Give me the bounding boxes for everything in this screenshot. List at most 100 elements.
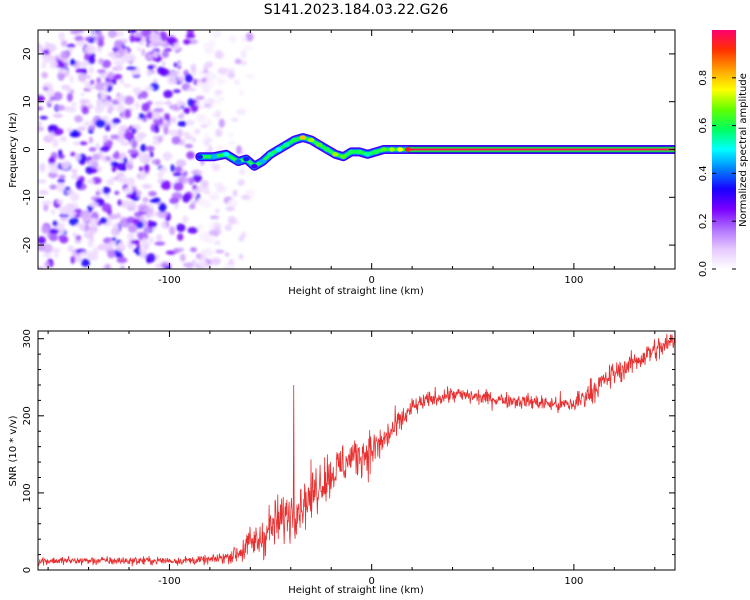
noise-blob [85, 226, 92, 231]
x-tick-label: 0 [368, 275, 374, 286]
noise-blob [38, 190, 49, 195]
noise-blob [127, 149, 139, 155]
noise-blob [136, 46, 141, 52]
noise-blob [81, 185, 86, 191]
noise-blob [218, 96, 226, 101]
noise-blob [81, 105, 90, 115]
noise-blob [38, 179, 47, 184]
x-tick-label: 100 [564, 275, 583, 286]
noise-blob [46, 89, 55, 98]
noise-blob [46, 43, 57, 48]
noise-blob [58, 73, 63, 80]
noise-blob [105, 179, 115, 186]
noise-blob [190, 247, 197, 253]
noise-blob [200, 123, 209, 129]
noise-blob [173, 89, 181, 93]
noise-blob [117, 175, 128, 184]
noise-blob [231, 117, 239, 122]
noise-blob [88, 136, 94, 144]
noise-blob [47, 124, 59, 132]
noise-blob [66, 84, 72, 93]
noise-blob [182, 262, 194, 267]
noise-blob [198, 259, 208, 268]
noise-blob [74, 115, 83, 123]
noise-blob [145, 253, 156, 263]
noise-blob [88, 147, 97, 152]
noise-blob [202, 84, 211, 94]
noise-blob [179, 112, 184, 118]
noise-blob [127, 224, 138, 233]
noise-blob [232, 189, 238, 197]
noise-blob [161, 60, 166, 67]
noise-blob [152, 197, 161, 204]
noise-blob [210, 257, 221, 265]
noise-blob [126, 66, 137, 71]
noise-blob [109, 104, 113, 113]
noise-blob [132, 87, 142, 94]
noise-blob [134, 36, 142, 43]
noise-blob [102, 243, 113, 249]
noise-blob [105, 156, 111, 161]
noise-blob [124, 52, 131, 58]
noise-blob [48, 156, 56, 166]
noise-blob [91, 160, 99, 169]
noise-blob [110, 227, 121, 237]
noise-blob [49, 235, 58, 242]
noise-blob [70, 174, 80, 180]
noise-blob [216, 30, 222, 37]
colorbar-tick-label: 0.6 [698, 118, 709, 134]
noise-blob [227, 198, 239, 208]
noise-blob [214, 90, 223, 95]
noise-blob [139, 172, 147, 179]
noise-blob [136, 132, 147, 139]
noise-blob [153, 51, 159, 58]
spectrogram-ylabel: Frequency (Hz) [8, 112, 19, 188]
ridge-node [340, 154, 347, 159]
noise-blob [127, 206, 136, 211]
noise-blob [184, 73, 193, 83]
noise-blob [193, 128, 201, 135]
noise-blob [163, 90, 173, 99]
noise-blob [149, 151, 154, 158]
noise-blob [77, 126, 87, 131]
noise-blob [80, 92, 85, 97]
snr-xlabel: Height of straight line (km) [288, 585, 424, 596]
noise-blob [65, 203, 74, 212]
noise-blob [73, 141, 80, 146]
noise-blob [145, 145, 155, 152]
noise-blob [158, 202, 167, 213]
noise-blob [99, 91, 107, 101]
noise-blob [58, 225, 65, 235]
noise-blob [184, 134, 194, 141]
noise-blob [130, 239, 140, 245]
noise-blob [177, 247, 184, 252]
noise-blob [85, 85, 96, 90]
noise-blob [160, 221, 167, 229]
noise-blob [195, 113, 207, 123]
noise-blob [56, 182, 66, 193]
noise-blob [78, 61, 89, 68]
noise-blob [58, 32, 65, 41]
noise-blob [188, 177, 195, 186]
noise-blob [245, 32, 254, 42]
noise-blob [119, 78, 125, 85]
noise-blob [169, 226, 176, 236]
noise-blob [66, 92, 73, 102]
noise-blob [70, 151, 76, 157]
noise-blob [228, 35, 237, 43]
noise-blob [38, 106, 44, 111]
noise-blob [127, 232, 135, 242]
noise-blob [204, 132, 209, 140]
noise-blob [52, 220, 58, 227]
noise-blob [154, 254, 160, 260]
ridge-node [380, 147, 387, 152]
noise-blob [69, 129, 80, 138]
noise-blob [41, 62, 47, 69]
noise-blob [138, 113, 145, 120]
noise-blob [57, 178, 65, 184]
noise-blob [154, 124, 160, 134]
noise-blob [193, 173, 203, 183]
noise-blob [217, 78, 228, 84]
noise-blob [103, 85, 108, 92]
